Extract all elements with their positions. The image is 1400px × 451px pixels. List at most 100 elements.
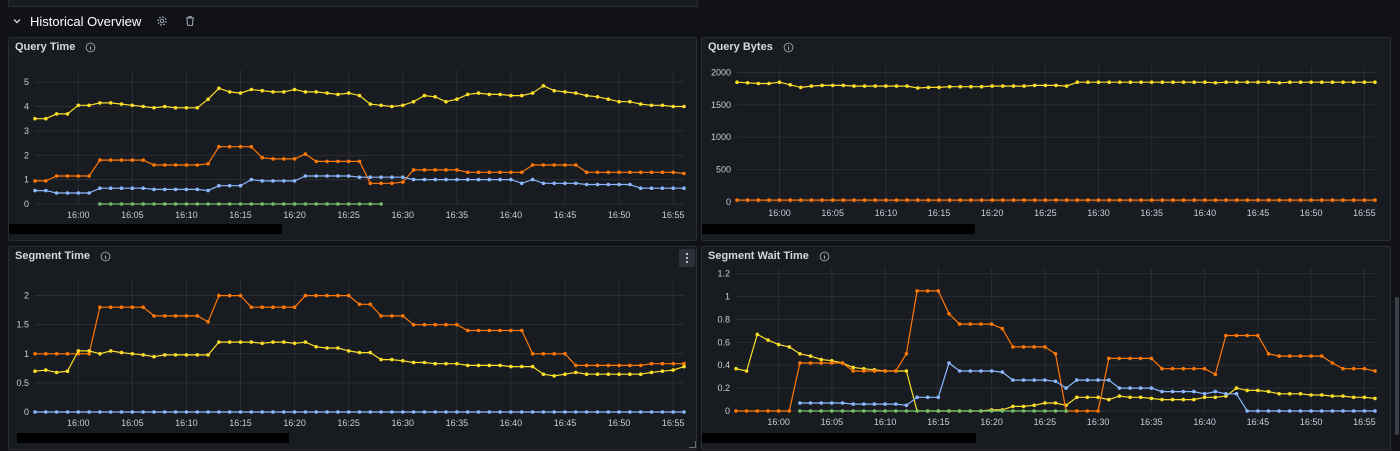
- data-point-yellow: [130, 103, 135, 108]
- data-point-orange: [163, 163, 167, 167]
- trash-icon[interactable]: [183, 14, 197, 28]
- data-point-orange: [282, 305, 286, 309]
- data-point-yellow: [33, 369, 37, 373]
- data-point-yellow: [1234, 386, 1239, 390]
- segment-wait-time-chart[interactable]: 0 0.2 0.4 0.6 0.8 1 1.2 16:00 16:05 16:10 16:15 16:…: [702, 247, 1390, 449]
- data-point-orange: [227, 144, 232, 149]
- panel-menu-button[interactable]: [679, 249, 695, 267]
- data-point-blue: [808, 401, 813, 405]
- data-point-orange: [217, 293, 221, 298]
- data-point-blue: [206, 188, 210, 193]
- data-point-yellow: [1298, 392, 1303, 396]
- data-point-blue: [1202, 392, 1207, 396]
- data-point-blue: [851, 402, 855, 406]
- data-point-blue: [1128, 386, 1132, 390]
- data-point-orange: [465, 328, 470, 333]
- panel-segment-time[interactable]: Segment Time 0 0.5 1 1.5 2 16:00 16:05 16:10 16:…: [8, 246, 697, 450]
- data-point-yellow: [65, 369, 70, 373]
- data-point-blue: [130, 410, 135, 414]
- data-point-orange: [584, 170, 589, 175]
- data-point-orange: [819, 361, 823, 365]
- data-point-blue: [76, 410, 81, 414]
- data-point-blue: [1149, 386, 1154, 390]
- query-time-chart[interactable]: 0 1 2 3 4 5 16:00 16:05 16:10 16:15 16:20 16:25 16:3…: [9, 38, 696, 240]
- x-tick-label: 16:50: [608, 418, 631, 428]
- data-point-orange: [606, 363, 611, 368]
- data-point-yellow: [217, 340, 221, 344]
- panel-title[interactable]: Query Time: [15, 41, 76, 53]
- data-point-orange: [195, 163, 200, 167]
- data-point-orange: [1160, 198, 1165, 202]
- data-point-orange: [734, 409, 738, 413]
- data-point-orange: [1000, 326, 1005, 331]
- data-point-yellow: [498, 363, 502, 368]
- data-point-yellow: [638, 372, 643, 376]
- data-point-green: [1000, 409, 1005, 413]
- data-point-green: [238, 202, 243, 206]
- info-icon[interactable]: [85, 42, 96, 53]
- panel-title[interactable]: Segment Time: [15, 250, 90, 262]
- data-point-orange: [777, 198, 782, 202]
- data-point-blue: [1032, 378, 1036, 382]
- data-point-yellow: [422, 93, 427, 98]
- data-point-yellow: [574, 91, 578, 95]
- data-point-orange: [292, 305, 297, 309]
- segment-time-chart[interactable]: 0 0.5 1 1.5 2 16:00 16:05 16:10 16:15 16:20 16:25 1…: [9, 247, 696, 449]
- row-header[interactable]: Historical Overview: [12, 10, 197, 32]
- data-point-blue: [476, 177, 481, 182]
- data-point-yellow: [1149, 80, 1154, 84]
- data-point-yellow: [969, 84, 973, 89]
- y-tick-label: 0: [24, 407, 29, 417]
- chevron-down-icon[interactable]: [12, 16, 22, 26]
- data-point-yellow: [195, 106, 200, 110]
- data-point-orange: [520, 328, 524, 333]
- data-point-yellow: [401, 103, 405, 108]
- data-point-orange: [1107, 356, 1111, 361]
- y-tick-label: 0.6: [717, 337, 730, 347]
- info-icon[interactable]: [819, 251, 830, 262]
- data-point-orange: [766, 409, 770, 413]
- data-point-orange: [1298, 354, 1303, 358]
- data-point-blue: [682, 186, 686, 190]
- query-bytes-chart[interactable]: 0 500 1000 1500 2000 16:00 16:05 16:10 16:15 16:2…: [702, 38, 1390, 240]
- gear-icon[interactable]: [155, 14, 169, 28]
- data-point-orange: [357, 159, 362, 164]
- data-point-orange: [217, 144, 221, 149]
- data-point-green: [819, 409, 823, 413]
- data-point-green: [141, 202, 145, 206]
- panel-query-bytes[interactable]: Query Bytes 0 500 1000 1500 2000 16:00 16:05 16…: [701, 37, 1391, 241]
- panel-resize-handle[interactable]: [689, 441, 696, 448]
- data-point-blue: [883, 402, 887, 406]
- info-icon[interactable]: [783, 42, 794, 53]
- data-point-green: [989, 409, 994, 413]
- y-tick-label: 1: [725, 292, 730, 302]
- panel-segment-wait-time[interactable]: Segment Wait Time 0 0.2 0.4 0.6 0.8 1 1.2 16:00…: [701, 246, 1391, 450]
- panel-query-time[interactable]: Query Time 0 1 2 3 4 5 16:00 16:05 16:10 16:15 16:…: [8, 37, 697, 241]
- info-icon[interactable]: [100, 251, 111, 262]
- data-point-yellow: [444, 361, 448, 366]
- data-point-yellow: [1160, 397, 1164, 402]
- x-tick-label: 16:55: [662, 418, 685, 428]
- x-tick-label: 16:55: [1353, 417, 1376, 427]
- data-point-blue: [638, 186, 643, 190]
- data-point-yellow: [33, 116, 37, 121]
- data-point-blue: [184, 410, 189, 414]
- data-point-orange: [671, 170, 675, 175]
- row-title[interactable]: Historical Overview: [30, 13, 142, 29]
- data-point-yellow: [1096, 395, 1100, 400]
- data-point-orange: [1149, 198, 1154, 202]
- data-point-yellow: [227, 340, 232, 344]
- data-point-orange: [530, 352, 535, 356]
- page-scrollbar[interactable]: [1395, 297, 1399, 435]
- data-point-orange: [894, 198, 899, 202]
- panel-title[interactable]: Query Bytes: [708, 41, 773, 53]
- data-point-yellow: [227, 90, 232, 94]
- data-point-yellow: [1043, 401, 1047, 405]
- panel-title[interactable]: Segment Wait Time: [708, 250, 809, 262]
- data-point-yellow: [249, 87, 254, 92]
- data-point-yellow: [1075, 80, 1080, 84]
- data-point-yellow: [682, 104, 686, 109]
- data-point-yellow: [379, 103, 383, 108]
- data-point-orange: [98, 158, 102, 162]
- more-vertical-icon[interactable]: [685, 252, 689, 264]
